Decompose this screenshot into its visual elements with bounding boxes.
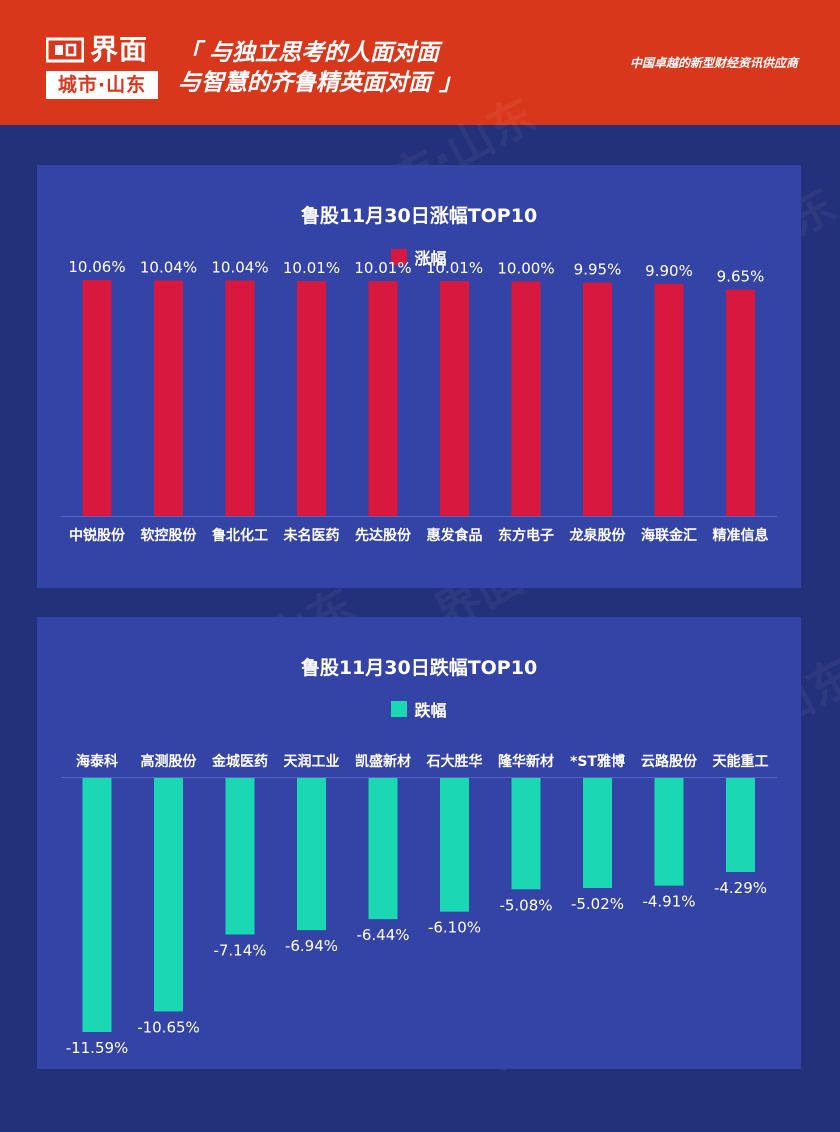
rise-value-label: 10.01%: [426, 259, 483, 277]
fall-value-label: -6.94%: [285, 937, 338, 955]
fall-bar: [511, 778, 541, 890]
rise-category-label: 未名医药: [284, 527, 340, 544]
fall-category-label: 高测股份: [141, 753, 198, 770]
fall-bar: [297, 778, 326, 931]
rise-bar: [82, 280, 112, 516]
rise-chart-panel: 鲁股11月30日涨幅TOP10 涨幅 10.06% 中锐股份 10.04% 软控股份 1…: [37, 165, 801, 588]
rise-category-label: 惠发食品: [427, 527, 483, 544]
header-banner: 界面 城市·山东 「 与独立思考的人面对面 与智慧的齐鲁精英面对面 」 中国卓越…: [0, 0, 840, 125]
rise-bar: [583, 282, 612, 516]
fall-value-label: -4.29%: [714, 879, 767, 897]
rise-chart-legend: 涨幅: [37, 245, 801, 269]
rise-value-label: 9.95%: [574, 261, 622, 279]
fall-value-label: -6.10%: [428, 919, 481, 937]
rise-value-label: 10.04%: [211, 258, 268, 276]
logo-subtitle: 城市·山东: [46, 71, 158, 99]
fall-value-label: -7.14%: [213, 941, 266, 959]
fall-category-label: 天能重工: [713, 753, 769, 770]
logo-mark-icon: [46, 36, 84, 64]
rise-value-label: 9.65%: [717, 268, 765, 286]
fall-value-label: -4.91%: [642, 893, 695, 911]
fall-chart-legend: 跌幅: [37, 697, 801, 721]
rise-category-label: 精准信息: [713, 527, 769, 544]
fall-legend-swatch: [391, 701, 408, 717]
fall-category-label: 石大胜华: [426, 753, 483, 770]
brand-logo: 界面 城市·山东: [46, 33, 162, 99]
rise-category-label: 龙泉股份: [569, 527, 627, 544]
rise-bar: [225, 280, 255, 516]
tagline: 中国卓越的新型财经资讯供应商: [629, 56, 798, 70]
rise-bar: [654, 283, 684, 516]
rise-legend-label: 涨幅: [414, 249, 447, 268]
fall-chart-title: 鲁股11月30日跌幅TOP10: [300, 657, 538, 679]
fall-bar-chart: -11.59% 海泰科 -10.65% 高测股份 -7.14% 金城医药 -6.94% 天润工…: [61, 753, 777, 1057]
fall-bar: [440, 778, 469, 912]
rise-legend-swatch: [391, 249, 408, 265]
fall-bar: [583, 778, 612, 889]
rise-category-label: 中锐股份: [69, 527, 126, 544]
logo-name: 界面: [90, 33, 149, 66]
fall-value-label: -5.08%: [499, 896, 552, 914]
fall-bar: [154, 778, 183, 1012]
slogan-line-2: 与智慧的齐鲁精英面对面 」: [178, 70, 463, 96]
fall-bar: [82, 778, 112, 1032]
slogan: 「 与独立思考的人面对面 与智慧的齐鲁精英面对面 」: [178, 38, 462, 98]
rise-value-label: 9.90%: [645, 262, 693, 280]
rise-category-label: 软控股份: [141, 527, 198, 544]
fall-bar: [654, 778, 684, 886]
fall-category-label: 隆华新材: [498, 753, 554, 770]
fall-value-label: -6.44%: [356, 926, 409, 944]
fall-value-label: -11.59%: [66, 1039, 129, 1057]
rise-value-label: 10.00%: [497, 259, 554, 277]
fall-bar: [726, 778, 755, 873]
fall-category-label: 海泰科: [76, 753, 118, 770]
fall-category-label: 凯盛新材: [355, 753, 411, 770]
fall-bar: [225, 778, 255, 935]
rise-bar: [368, 281, 398, 516]
rise-category-label: 鲁北化工: [211, 527, 268, 544]
rise-bar: [154, 280, 183, 516]
rise-bar: [726, 289, 755, 516]
slogan-line-1: 「 与独立思考的人面对面: [178, 40, 440, 66]
rise-value-label: 10.04%: [140, 258, 197, 276]
rise-value-label: 10.01%: [354, 259, 411, 277]
rise-value-label: 10.01%: [283, 259, 340, 277]
rise-bar: [511, 281, 541, 516]
fall-legend-label: 跌幅: [414, 701, 447, 720]
fall-value-label: -5.02%: [571, 895, 624, 913]
fall-category-label: 金城医药: [211, 753, 268, 770]
fall-bar: [368, 778, 398, 920]
rise-bar-chart: 10.06% 中锐股份 10.04% 软控股份 10.04% 鲁北化工 10.01% 未名医药…: [61, 258, 777, 544]
rise-category-label: 东方电子: [498, 527, 554, 544]
rise-category-label: 海联金汇: [641, 527, 697, 544]
fall-category-label: 云路股份: [641, 753, 698, 770]
rise-category-label: 先达股份: [355, 527, 412, 544]
fall-category-label: 天润工业: [284, 753, 340, 770]
rise-bar: [297, 281, 326, 516]
fall-value-label: -10.65%: [137, 1018, 200, 1036]
rise-chart-title: 鲁股11月30日涨幅TOP10: [300, 205, 538, 227]
fall-chart-panel: 鲁股11月30日跌幅TOP10 跌幅 -11.59% 海泰科 -10.65% 高测股份…: [37, 617, 801, 1069]
rise-bar: [440, 281, 469, 516]
fall-category-label: *ST雅博: [570, 753, 625, 770]
rise-value-label: 10.06%: [68, 258, 125, 276]
